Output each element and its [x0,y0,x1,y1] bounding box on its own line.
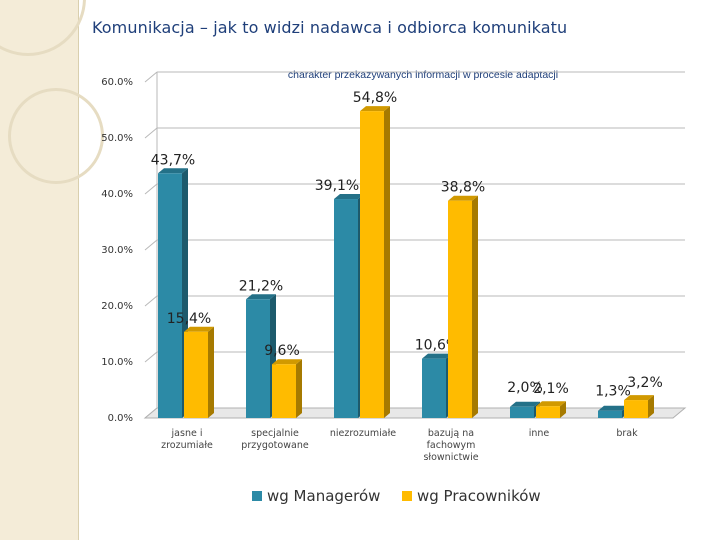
gridline-depth [144,71,158,83]
category-label: zrozumiałe [161,440,213,451]
gridline-depth [144,127,158,139]
bar [158,173,182,418]
bar [246,299,270,418]
bar [184,331,208,418]
data-label: 38,8% [441,180,485,196]
gridline-depth [144,351,158,363]
bar-top [158,168,188,174]
bar-top [334,194,364,200]
bar-side [296,359,302,418]
bar-side [648,395,654,418]
data-label: 54,8% [353,90,397,106]
bar-top [246,294,276,300]
legend-swatch [402,491,412,501]
bar [598,410,622,418]
bar-top [448,195,478,201]
bar [422,358,446,418]
bar-top [624,395,654,401]
bar-top [360,106,390,112]
bar-top [598,405,628,411]
y-tick-label: 10.0% [101,357,133,368]
bar-top [510,401,540,407]
data-label: 9,6% [264,343,300,359]
bar [272,364,296,418]
bar-side [384,106,390,418]
chart-svg: charakter przekazywanych informacji w pr… [101,69,687,505]
y-tick-label: 30.0% [101,245,133,256]
category-label: bazują na [428,428,474,439]
gridline-depth [144,183,158,195]
y-tick-label: 60.0% [101,77,133,88]
y-tick-label: 20.0% [101,301,133,312]
slide-title: Komunikacja – jak to widzi nadawca i odb… [92,18,568,37]
legend-label: wg Managerów [267,487,380,505]
decorative-ring [0,0,86,56]
bar-top [184,326,214,332]
y-tick-label: 0.0% [108,413,133,424]
bar [448,200,472,418]
category-label: jasne i [171,428,203,439]
category-label: niezrozumiałe [330,428,396,439]
category-label: brak [616,428,638,439]
decorative-side-strip [0,0,104,540]
data-label: 39,1% [315,178,359,194]
bar [510,406,534,418]
category-label: fachowym [427,440,476,451]
category-label: specjalnie [251,428,299,439]
bar [360,111,384,418]
data-label: 3,2% [627,375,663,391]
category-label: słownictwie [423,452,478,463]
legend-swatch [252,491,262,501]
bar [624,400,648,418]
y-tick-label: 50.0% [101,133,133,144]
bar-top [422,353,452,359]
bar-top [536,401,566,407]
data-label: 2,1% [533,381,569,397]
data-label: 2,0% [507,380,543,396]
bar-top [272,359,302,365]
category-label: przygotowane [241,440,309,451]
category-label: inne [529,428,550,439]
bar-side [208,326,214,418]
bar-side [472,195,478,418]
gridline-depth [144,295,158,307]
data-label: 43,7% [151,152,195,168]
bar [536,406,560,418]
gridline-depth [144,239,158,251]
legend-label: wg Pracowników [417,487,541,505]
data-label: 1,3% [595,384,631,400]
chart-title: charakter przekazywanych informacji w pr… [288,69,558,81]
bar [334,199,358,418]
data-label: 15,4% [167,311,211,327]
decorative-ring [8,88,104,184]
y-tick-label: 40.0% [101,189,133,200]
chart: charakter przekazywanych informacji w pr… [90,62,705,522]
data-label: 21,2% [239,278,283,294]
bar-side [560,401,566,418]
